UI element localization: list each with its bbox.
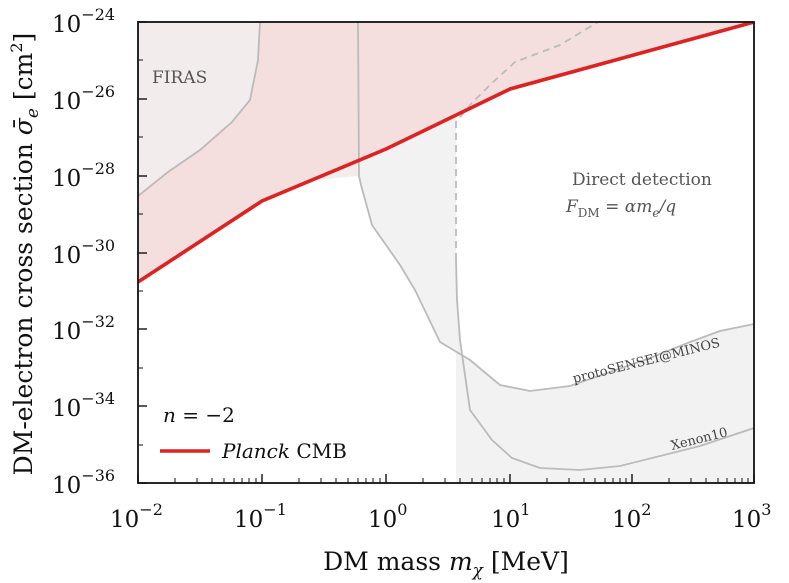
x-tick-labels: 10−2 10−1 100 101 102 103 [110,500,771,533]
legend-n-value: n = −2 [163,403,235,427]
firas-label: FIRAS [152,68,207,88]
planck-region [138,22,754,282]
x-tick-label: 10−2 [110,500,163,533]
y-axis-label: DM-electron cross section σ̄e [cm2] [7,33,43,476]
x-tick-label: 101 [491,500,530,533]
y-minor-ticks [138,59,143,446]
direct-detection-dashed-line [455,22,599,260]
y-tick-labels: 10−24 10−26 10−28 10−30 10−32 10−34 10−3… [52,5,115,499]
y-tick-label: 10−26 [52,82,115,115]
y-major-ticks [138,21,147,484]
x-tick-label: 100 [368,500,407,533]
y-tick-label: 10−36 [52,466,115,499]
proto-sensei-line [357,22,754,392]
y-tick-label: 10−24 [52,5,115,38]
planck-cmb-line [138,22,754,284]
direct-detection-label: Direct detection [572,170,712,190]
y-tick-label: 10−30 [52,236,115,269]
x-major-ticks [137,474,755,483]
x-tick-label: 103 [732,500,771,533]
legend-planck-label: Planck CMB [221,439,347,463]
x-minor-ticks [174,478,749,483]
legend: n = −2 Planck CMB [160,403,347,463]
x-tick-label: 102 [612,500,651,533]
xenon10-line [455,259,754,471]
y-tick-label: 10−34 [52,389,115,422]
form-factor-label: FDM = αme/q [565,197,676,220]
xenon10-region [456,260,754,483]
x-tick-label: 10−1 [234,500,287,533]
firas-line [138,22,261,197]
y-tick-label: 10−32 [52,312,115,345]
y-tick-label: 10−28 [52,159,115,192]
x-axis-label: DM mass mχ [MeV] [323,547,569,581]
